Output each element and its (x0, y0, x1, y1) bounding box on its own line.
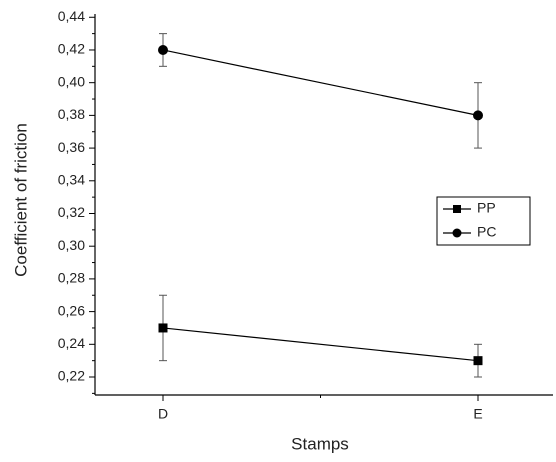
y-tick-label: 0,44 (58, 8, 85, 24)
y-tick-label: 0,38 (58, 106, 85, 122)
y-tick-label: 0,36 (58, 139, 85, 155)
marker (473, 110, 483, 121)
legend-box (436, 196, 531, 246)
y-tick-label: 0,22 (58, 368, 85, 384)
x-tick-label: D (158, 406, 168, 422)
legend-label: PC (477, 224, 496, 240)
legend-label: PP (477, 200, 496, 216)
marker (158, 44, 168, 55)
y-tick-label: 0,26 (58, 302, 85, 318)
y-axis-title: Coefficient of friction (11, 123, 30, 277)
x-tick-label: E (473, 406, 482, 422)
y-tick-label: 0,40 (58, 73, 85, 89)
y-tick-label: 0,24 (58, 335, 85, 351)
x-axis-title: Stamps (291, 434, 349, 453)
series-line (162, 327, 479, 362)
series-line (162, 49, 479, 116)
legend-marker (452, 228, 462, 238)
y-tick-label: 0,34 (58, 171, 85, 187)
marker (158, 323, 168, 333)
legend-marker (453, 205, 461, 213)
marker (473, 356, 483, 366)
y-tick-label: 0,32 (58, 204, 85, 220)
y-tick-label: 0,28 (58, 270, 85, 286)
y-tick-label: 0,30 (58, 237, 85, 253)
y-tick-label: 0,42 (58, 41, 85, 57)
